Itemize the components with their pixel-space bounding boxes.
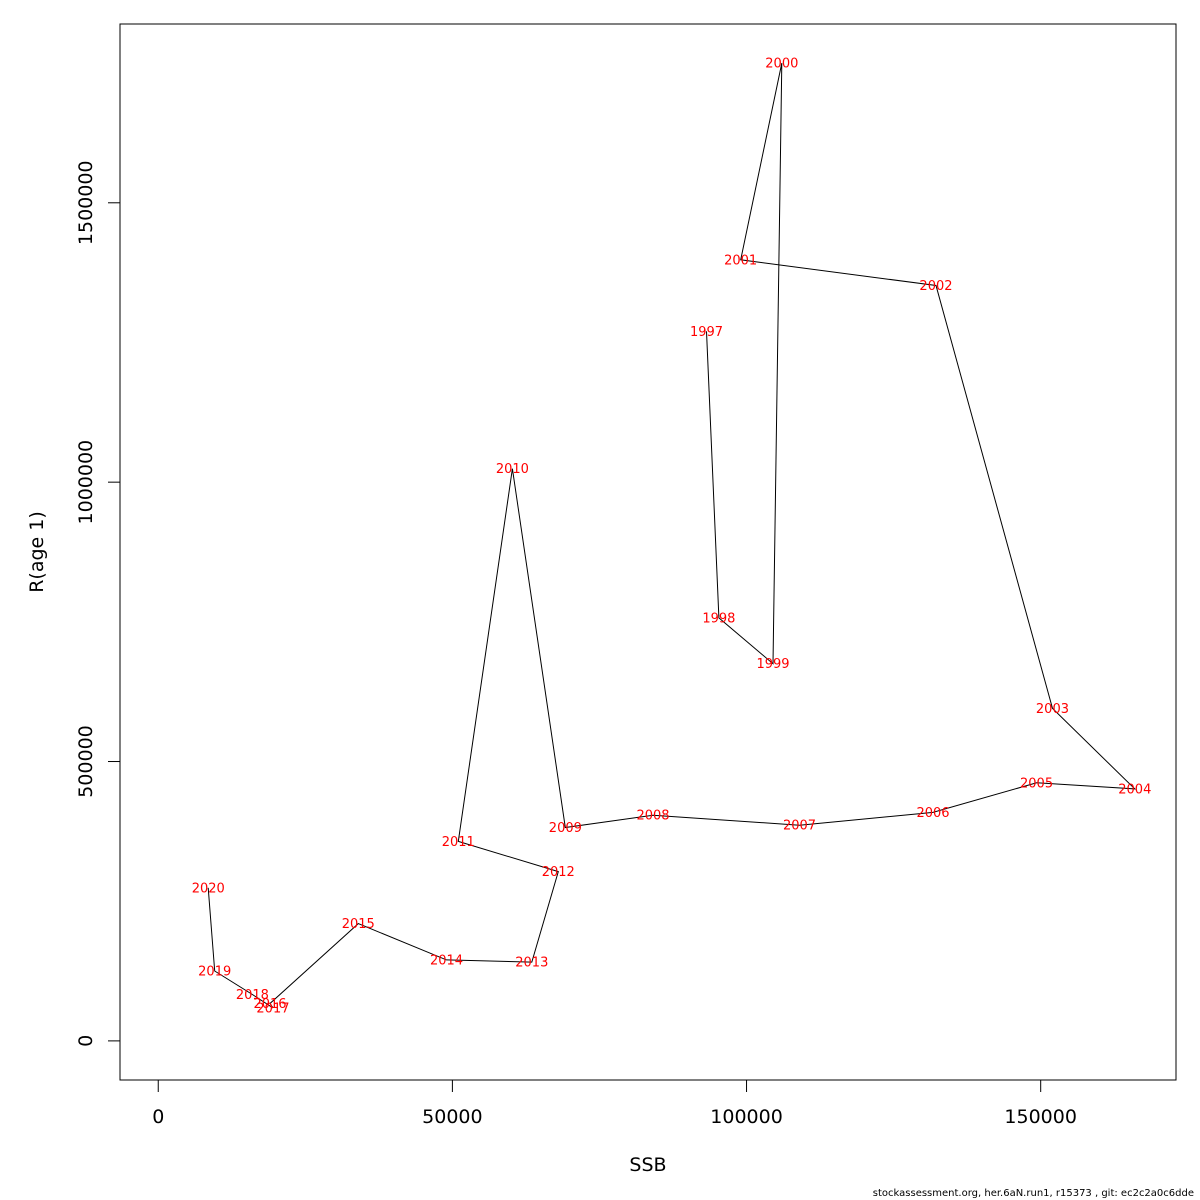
year-label-2003: 2003 (1036, 702, 1069, 717)
x-tick-label: 150000 (1004, 1106, 1077, 1128)
year-labels: 1997 1998 1999 2000 2001 2002 2003 2004 2005 2006… (192, 57, 1152, 1017)
year-label-2011: 2011 (442, 835, 475, 850)
year-label-2008: 2008 (636, 809, 669, 824)
year-label-2015: 2015 (342, 917, 375, 932)
year-label-2004: 2004 (1118, 782, 1151, 797)
x-axis: 0 50000 100000 150000 (152, 1079, 1077, 1128)
year-label-2019: 2019 (198, 965, 231, 980)
year-label-2007: 2007 (783, 819, 816, 834)
year-label-2017: 2017 (256, 1001, 289, 1016)
x-tick-label: 0 (152, 1106, 164, 1128)
y-tick-label: 0 (75, 1035, 97, 1047)
y-tick-label: 1000000 (75, 440, 97, 525)
year-label-2012: 2012 (542, 865, 575, 880)
y-axis: 0 500000 1000000 1500000 (75, 160, 121, 1047)
year-label-2016: 2016 (253, 997, 286, 1012)
year-label-2002: 2002 (919, 279, 952, 294)
year-label-2006: 2006 (916, 806, 949, 821)
y-tick-label: 500000 (75, 725, 97, 798)
year-label-2001: 2001 (724, 253, 757, 268)
series-line (207, 62, 1137, 1009)
year-label-1998: 1998 (702, 611, 735, 626)
year-label-2010: 2010 (496, 462, 529, 477)
plot-frame (119, 23, 1177, 1081)
year-label-1999: 1999 (756, 657, 789, 672)
x-tick-label: 100000 (710, 1106, 783, 1128)
year-label-2018: 2018 (236, 988, 269, 1003)
year-label-2005: 2005 (1020, 776, 1053, 791)
year-label-2013: 2013 (515, 956, 548, 971)
year-label-2009: 2009 (549, 821, 582, 836)
y-tick-label: 1500000 (75, 160, 97, 245)
y-axis-title: R(age 1) (26, 511, 48, 593)
year-label-1997: 1997 (690, 325, 723, 340)
x-tick-label: 50000 (422, 1106, 482, 1128)
year-label-2000: 2000 (765, 57, 798, 72)
year-label-2014: 2014 (430, 953, 463, 968)
footer-credit: stockassessment.org, her.6aN.run1, r1537… (872, 1188, 1194, 1199)
x-axis-title: SSB (629, 1154, 666, 1176)
series-path (207, 62, 1137, 1009)
year-label-2020: 2020 (192, 881, 225, 896)
